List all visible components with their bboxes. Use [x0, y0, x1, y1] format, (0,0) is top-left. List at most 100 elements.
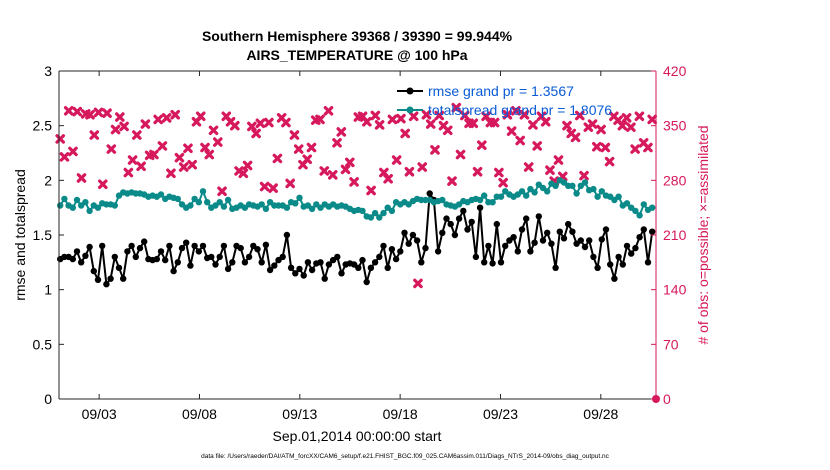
obs-assimilated-point [562, 120, 572, 131]
totalspread-point [204, 199, 211, 206]
obs-assimilated-point [417, 162, 428, 172]
obs-assimilated-point [289, 130, 300, 140]
totalspread-point [359, 207, 366, 215]
obs-assimilated-point [579, 170, 589, 181]
rmse-point [468, 218, 475, 226]
obs-assimilated-point [587, 119, 598, 129]
obs-assimilated-point [336, 127, 347, 137]
rmse-point [132, 253, 139, 261]
totalspread-point [308, 205, 316, 212]
y2-tick-label: 0 [663, 391, 671, 407]
obs-assimilated-point [519, 109, 530, 120]
rmse-point [514, 248, 521, 255]
obs-assimilated-point [272, 153, 283, 164]
obs-assimilated-point [600, 142, 611, 153]
rmse-point [78, 259, 85, 266]
rmse-point [426, 190, 433, 197]
rmse-point [86, 243, 93, 251]
rmse-point [523, 215, 530, 222]
obs-assimilated-point [102, 108, 112, 118]
rmse-point [317, 259, 324, 266]
legend-rmse-label: rmse grand pr = 1.3567 [428, 83, 574, 99]
obs-assimilated-point [430, 145, 440, 155]
obs-assimilated-point [366, 185, 376, 196]
rmse-point [405, 240, 412, 247]
obs-assimilated-point [592, 141, 602, 152]
rmse-point [489, 260, 496, 267]
y-tick-label: 1.5 [33, 227, 53, 243]
rmse-point [611, 275, 618, 282]
obs-assimilated-point [123, 167, 134, 178]
rmse-point [220, 242, 228, 250]
chart-title: Southern Hemisphere 39368 / 39390 = 99.9… [202, 28, 513, 44]
totalspread-point [57, 202, 64, 209]
rmse-point [241, 259, 249, 266]
y-tick-label: 3 [44, 63, 52, 79]
y2-tick-label: 420 [663, 63, 687, 79]
totalspread-point [439, 196, 446, 204]
x-tick-label: 09/18 [383, 406, 418, 422]
obs-assimilated-point [281, 117, 291, 128]
totalspread-point [216, 199, 223, 206]
obs-assimilated-point [532, 141, 542, 151]
totalspread-point [640, 201, 647, 208]
obs-assimilated-point [387, 114, 398, 125]
rmse-point [279, 253, 286, 261]
rmse-point [94, 276, 102, 283]
obs-assimilated-point [383, 173, 393, 184]
obs-assimilated-point [553, 155, 564, 165]
obs-assimilated-point [217, 186, 227, 197]
totalspread-point [174, 195, 181, 203]
rmse-point [90, 267, 98, 275]
totalspread-point [199, 188, 207, 195]
obs-assimilated-point [247, 121, 257, 132]
obs-assimilated-point [425, 119, 436, 129]
obs-assimilated-point [617, 120, 628, 131]
rmse-point [162, 256, 169, 264]
totalspread-point [523, 192, 530, 199]
totalspread-point [82, 199, 89, 206]
obs-assimilated-point [511, 106, 521, 116]
totalspread-point [380, 209, 387, 217]
rmse-point [208, 253, 215, 261]
totalspread-point [94, 204, 102, 211]
totalspread-point [61, 195, 68, 203]
obs-assimilated-point [630, 144, 640, 154]
obs-assimilated-point [489, 117, 500, 128]
obs-assimilated-point [494, 167, 504, 178]
y-tick-label: 1 [44, 282, 52, 298]
totalspread-point [531, 189, 538, 196]
rmse-point [623, 242, 631, 250]
rmse-point [69, 255, 77, 263]
rmse-point [157, 248, 165, 255]
rmse-point [539, 237, 547, 244]
obs-assimilated-point [63, 106, 74, 116]
rmse-point [245, 253, 253, 261]
obs-assimilated-point [259, 181, 270, 192]
obs-assimilated-point [127, 155, 138, 165]
obs-assimilated-point [174, 152, 185, 163]
rmse-point [510, 234, 517, 241]
rmse-point [99, 242, 106, 250]
legend-spread-label: totalspread grand pr = 1.8076 [428, 102, 612, 118]
obs-assimilated-point [268, 183, 278, 193]
obs-assimilated-point [230, 120, 240, 131]
obs-assimilated-point [647, 114, 657, 125]
rmse-point [434, 248, 442, 255]
rmse-point [107, 275, 114, 282]
rmse-point [644, 259, 652, 266]
rmse-point [493, 220, 500, 228]
rmse-point [304, 259, 312, 266]
axes-layer: 0 0.5 1 1.5 2 2.5 3 0 70 140 210 280 350 420 09/03 09/0… [33, 63, 687, 422]
totalspread-point [86, 207, 93, 215]
rmse-point [229, 259, 236, 266]
rmse-point [455, 215, 463, 222]
obs-assimilated-point [242, 160, 253, 171]
totalspread-point [111, 202, 119, 209]
obs-assimilated-point [187, 159, 198, 170]
obs-assimilated-point [85, 109, 95, 120]
obs-assimilated-point [106, 144, 117, 154]
obs-assimilated-point [340, 164, 351, 175]
rmse-point [120, 275, 127, 282]
